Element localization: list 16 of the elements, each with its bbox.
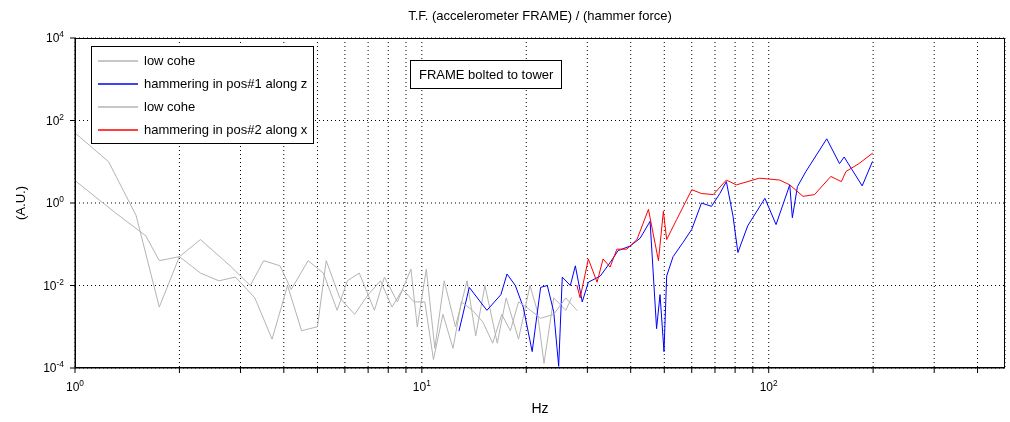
legend-label: low cohe — [144, 53, 196, 68]
y-tick-label: 10$^{2}$ — [45, 111, 65, 128]
x-tick-label: 10$^{2}$ — [759, 378, 779, 394]
legend-label: low cohe — [144, 99, 196, 114]
legend-label: hammering in pos#1 along z — [144, 76, 308, 91]
annotation: FRAME bolted to tower — [410, 60, 563, 89]
y-axis-title: (A.U.) — [13, 186, 29, 220]
x-tick-label: 10$^{0}$ — [65, 378, 85, 394]
x-axis-title: Hz — [530, 400, 550, 416]
y-tick-label: 10$^{4}$ — [45, 29, 65, 45]
y-tick-label: 10$^{-4}$ — [43, 359, 65, 375]
legend-label: hammering in pos#2 along x — [144, 122, 308, 137]
y-tick-label: 10$^{0}$ — [45, 194, 65, 210]
y-tick-label: 10$^{-2}$ — [43, 276, 65, 293]
x-tick-label: 10$^{1}$ — [412, 378, 432, 394]
chart-title: T.F. (accelerometer FRAME) / (hammer force) — [407, 8, 673, 23]
